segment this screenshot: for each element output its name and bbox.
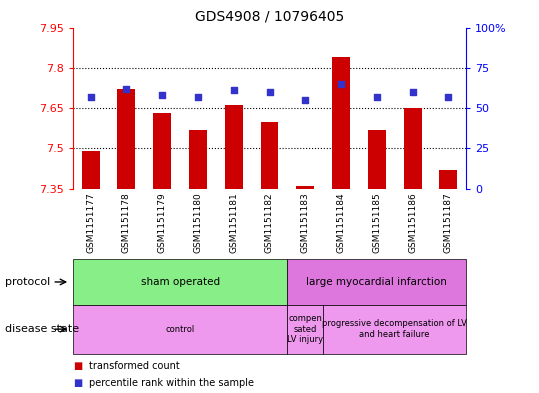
Text: GSM1151179: GSM1151179 <box>158 192 167 253</box>
Bar <box>153 114 171 189</box>
Text: GSM1151185: GSM1151185 <box>372 192 381 253</box>
Text: sham operated: sham operated <box>141 277 219 287</box>
Text: GSM1151186: GSM1151186 <box>408 192 417 253</box>
Text: large myocardial infarction: large myocardial infarction <box>306 277 447 287</box>
Text: GSM1151182: GSM1151182 <box>265 192 274 253</box>
Bar <box>189 130 207 189</box>
Point <box>122 86 131 92</box>
Point <box>86 94 95 100</box>
Point <box>408 89 417 95</box>
Text: ■: ■ <box>73 361 82 371</box>
Bar <box>225 105 243 189</box>
Text: progressive decompensation of LV
and heart failure: progressive decompensation of LV and hea… <box>322 320 467 339</box>
Text: GSM1151183: GSM1151183 <box>301 192 310 253</box>
Point <box>372 94 381 100</box>
Text: protocol: protocol <box>5 277 51 287</box>
Bar <box>404 108 421 189</box>
Point <box>337 81 345 87</box>
Bar <box>332 57 350 189</box>
Text: percentile rank within the sample: percentile rank within the sample <box>89 378 254 388</box>
Bar <box>296 186 314 189</box>
Text: ■: ■ <box>73 378 82 388</box>
Point <box>265 89 274 95</box>
Bar <box>368 130 386 189</box>
Text: compen
sated
LV injury: compen sated LV injury <box>287 314 323 344</box>
Bar <box>439 170 457 189</box>
Point <box>194 94 202 100</box>
Text: GSM1151181: GSM1151181 <box>229 192 238 253</box>
Text: GDS4908 / 10796405: GDS4908 / 10796405 <box>195 10 344 24</box>
Text: GSM1151187: GSM1151187 <box>444 192 453 253</box>
Text: transformed count: transformed count <box>89 361 179 371</box>
Bar <box>82 151 100 189</box>
Text: GSM1151180: GSM1151180 <box>194 192 203 253</box>
Point <box>301 97 309 103</box>
Text: GSM1151178: GSM1151178 <box>122 192 131 253</box>
Text: GSM1151184: GSM1151184 <box>336 192 345 253</box>
Text: control: control <box>165 325 195 334</box>
Point <box>444 94 453 100</box>
Bar <box>118 89 135 189</box>
Text: GSM1151177: GSM1151177 <box>86 192 95 253</box>
Point <box>230 87 238 94</box>
Text: disease state: disease state <box>5 324 80 334</box>
Bar <box>260 121 279 189</box>
Point <box>158 92 167 98</box>
